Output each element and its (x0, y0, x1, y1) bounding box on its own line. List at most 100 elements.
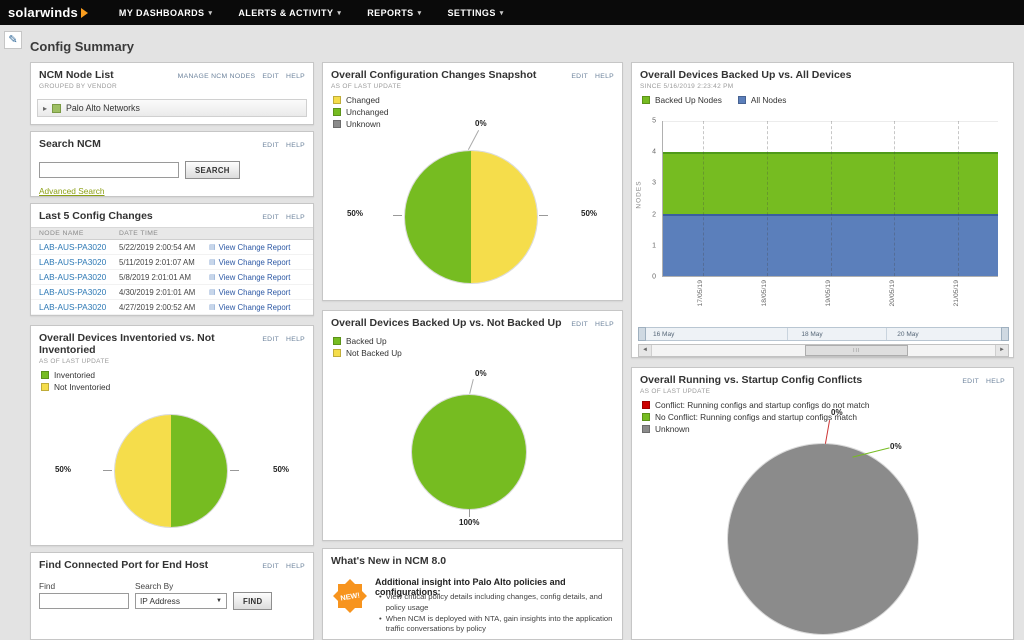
chevron-down-icon: ▾ (499, 9, 504, 17)
edit-link[interactable]: EDIT (262, 142, 280, 149)
node-link[interactable]: LAB-AUS-PA3020 (39, 242, 107, 252)
widget-title: Overall Devices Backed Up vs. Not Backed… (331, 317, 562, 329)
legend-label: Unknown (346, 119, 381, 129)
edit-page-button[interactable]: ✎ (4, 31, 22, 49)
pie-label-conflict: 0% (831, 408, 843, 417)
help-link[interactable]: HELP (595, 73, 614, 80)
search-input[interactable] (39, 162, 179, 178)
table-row: LAB-AUS-PA3020 5/8/2019 2:01:01 AM ▤ View… (31, 270, 313, 285)
widget-search-ncm: Search NCM EDIT HELP SEARCH Advanced Sea… (30, 131, 314, 197)
chevron-down-icon: ▾ (337, 9, 342, 17)
vertical-gridline (830, 121, 832, 276)
all-nodes-band (663, 214, 998, 276)
edit-link[interactable]: EDIT (262, 73, 280, 80)
scroll-right-arrow[interactable]: ► (995, 345, 1008, 356)
view-change-report-link[interactable]: View Change Report (218, 302, 291, 312)
edit-link[interactable]: EDIT (262, 336, 280, 343)
legend-label: Unchanged (346, 107, 389, 117)
chart-scrollbar[interactable]: ◄ ► III (638, 344, 1009, 357)
help-link[interactable]: HELP (286, 336, 305, 343)
edit-link[interactable]: EDIT (571, 73, 589, 80)
advanced-search-link[interactable]: Advanced Search (39, 186, 105, 196)
x-tick: 21/05/19 (952, 280, 960, 307)
select-value: IP Address (140, 596, 180, 606)
y-tick: 2 (652, 211, 656, 219)
edit-link[interactable]: EDIT (571, 321, 589, 328)
node-link[interactable]: LAB-AUS-PA3020 (39, 287, 107, 297)
range-handle-right[interactable] (1001, 327, 1009, 341)
change-date: 5/11/2019 2:01:07 AM (119, 257, 195, 267)
time-range-selector[interactable]: 16 May 18 May 20 May (638, 327, 1009, 341)
solarwinds-logo[interactable]: solarwinds (8, 5, 88, 20)
search-by-select[interactable]: IP Address ▼ (135, 593, 227, 609)
change-date: 4/30/2019 2:01:01 AM (119, 287, 196, 297)
help-link[interactable]: HELP (986, 378, 1005, 385)
whats-new-heading: Additional insight into Palo Alto polici… (375, 577, 566, 597)
nav-label: REPORTS (367, 7, 414, 18)
legend-swatch (333, 96, 341, 104)
pie-label-left: 50% (54, 465, 71, 474)
brand-text: solarwinds (8, 5, 78, 20)
widget-subtitle: GROUPED BY VENDOR (39, 83, 117, 90)
range-label: 16 May (653, 331, 675, 338)
find-button[interactable]: FIND (233, 592, 273, 610)
brand-chevron-icon (80, 7, 88, 18)
nav-item-reports[interactable]: REPORTS ▾ (354, 0, 434, 25)
new-badge-text: NEW! (339, 589, 361, 603)
widget-last5-config-changes: Last 5 Config Changes EDIT HELP NODE NAM… (30, 203, 314, 316)
widget-subtitle: AS OF LAST UPDATE (331, 83, 402, 90)
scroll-left-arrow[interactable]: ◄ (639, 345, 652, 356)
pie-label-right: 50% (273, 465, 290, 474)
view-change-report-link[interactable]: View Change Report (218, 287, 291, 297)
scrollbar-thumb[interactable]: III (805, 345, 909, 356)
legend-swatch (333, 108, 341, 116)
nav-item-settings[interactable]: SETTINGS ▾ (435, 0, 517, 25)
view-change-report-link[interactable]: View Change Report (218, 242, 291, 252)
chevron-down-icon: ▾ (208, 9, 213, 17)
nav-item-my-dashboards[interactable]: MY DASHBOARDS ▾ (106, 0, 225, 25)
vertical-gridline (766, 121, 768, 276)
widget-config-changes-snapshot: Overall Configuration Changes Snapshot E… (322, 62, 623, 301)
edit-link[interactable]: EDIT (262, 214, 280, 221)
pie-label-top: 0% (475, 119, 487, 128)
widget-title: NCM Node List (39, 69, 114, 81)
bullet-text: When NCM is deployed with NTA, gain insi… (385, 613, 613, 634)
view-change-report-link[interactable]: View Change Report (218, 272, 291, 282)
widget-title: Last 5 Config Changes (39, 210, 153, 222)
edit-link[interactable]: EDIT (262, 563, 280, 570)
area-plot (662, 121, 998, 277)
range-separator (886, 328, 888, 340)
range-handle-left[interactable] (638, 327, 646, 341)
legend-swatch (642, 413, 650, 421)
help-link[interactable]: HELP (286, 214, 305, 221)
vertical-gridline (703, 121, 705, 276)
pie-label-top: 0% (475, 369, 487, 378)
help-link[interactable]: HELP (286, 563, 305, 570)
widget-title: Overall Devices Backed Up vs. All Device… (640, 69, 852, 81)
table-row: LAB-AUS-PA3020 4/30/2019 2:01:01 AM ▤ Vie… (31, 285, 313, 300)
whats-new-bullets: • View critical policy details including … (379, 592, 617, 635)
node-link[interactable]: LAB-AUS-PA3020 (39, 272, 107, 282)
manage-ncm-nodes-link[interactable]: MANAGE NCM NODES (177, 73, 256, 80)
inventoried-pie-chart (115, 415, 227, 527)
y-tick: 1 (652, 242, 656, 250)
pie-legend: Conflict: Running configs and startup co… (642, 400, 1013, 434)
widget-subtitle: AS OF LAST UPDATE (640, 388, 711, 395)
edit-link[interactable]: EDIT (962, 378, 980, 385)
node-link[interactable]: LAB-AUS-PA3020 (39, 257, 107, 267)
legend-swatch (642, 401, 650, 409)
report-doc-icon: ▤ (209, 274, 216, 281)
config-changes-table: NODE NAME DATE TIME LAB-AUS-PA3020 5/22/… (31, 227, 313, 315)
find-input[interactable] (39, 593, 129, 609)
search-button[interactable]: SEARCH (185, 161, 240, 179)
nav-item-alerts-activity[interactable]: ALERTS & ACTIVITY ▾ (225, 0, 354, 25)
report-doc-icon: ▤ (209, 304, 216, 311)
help-link[interactable]: HELP (286, 73, 305, 80)
help-link[interactable]: HELP (286, 142, 305, 149)
search-by-label: Search By (135, 581, 174, 591)
vendor-group-row[interactable]: ▸ Palo Alto Networks (37, 99, 307, 117)
view-change-report-link[interactable]: View Change Report (218, 257, 291, 267)
node-link[interactable]: LAB-AUS-PA3020 (39, 302, 107, 312)
range-label: 18 May (801, 331, 823, 338)
help-link[interactable]: HELP (595, 321, 614, 328)
